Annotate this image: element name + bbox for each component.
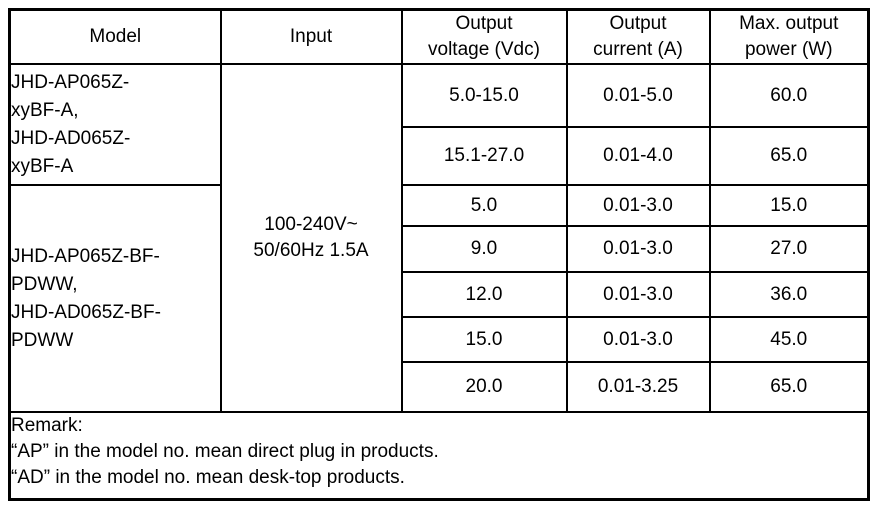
current-cell: 0.01-3.0 bbox=[565, 225, 711, 273]
header-output-current: Output current (A) bbox=[565, 8, 711, 65]
table-row: 12.0 0.01-3.0 36.0 bbox=[10, 271, 870, 318]
current-cell: 0.01-3.25 bbox=[565, 361, 711, 413]
current-cell: 0.01-3.0 bbox=[565, 316, 711, 363]
input-cell: 100-240V~ 50/60Hz 1.5A bbox=[219, 63, 403, 413]
header-output-voltage: Output voltage (Vdc) bbox=[400, 8, 568, 65]
voltage-cell: 15.1-27.0 bbox=[400, 126, 568, 186]
model-group-b-cell: JHD-AP065Z-BF- PDWW, JHD-AD065Z-BF- PDWW bbox=[8, 184, 222, 413]
header-max-output-power: Max. output power (W) bbox=[708, 8, 870, 65]
remark-row: Remark: “AP” in the model no. mean direc… bbox=[8, 411, 870, 500]
remark-cell: Remark: “AP” in the model no. mean direc… bbox=[8, 411, 870, 500]
header-input: Input bbox=[219, 8, 403, 65]
voltage-cell: 5.0-15.0 bbox=[400, 63, 568, 128]
power-cell: 15.0 bbox=[708, 184, 870, 227]
table-header-row: Model Input Output voltage (Vdc) Output … bbox=[8, 8, 870, 65]
header-model: Model bbox=[8, 8, 222, 65]
voltage-cell: 12.0 bbox=[400, 271, 568, 318]
power-cell: 45.0 bbox=[708, 316, 870, 363]
table-row: 15.1-27.0 0.01-4.0 65.0 bbox=[10, 126, 870, 186]
table-row: 20.0 0.01-3.25 65.0 bbox=[10, 361, 870, 413]
spec-table: Model Input Output voltage (Vdc) Output … bbox=[8, 8, 870, 501]
voltage-cell: 15.0 bbox=[400, 316, 568, 363]
model-group-a-cell: JHD-AP065Z- xyBF-A, JHD-AD065Z- xyBF-A bbox=[8, 63, 222, 186]
voltage-cell: 5.0 bbox=[400, 184, 568, 227]
power-cell: 60.0 bbox=[708, 63, 870, 128]
current-cell: 0.01-4.0 bbox=[565, 126, 711, 186]
power-cell: 65.0 bbox=[708, 126, 870, 186]
current-cell: 0.01-3.0 bbox=[565, 271, 711, 318]
table-row: JHD-AP065Z-BF- PDWW, JHD-AD065Z-BF- PDWW… bbox=[8, 184, 870, 413]
voltage-cell: 9.0 bbox=[400, 225, 568, 273]
current-cell: 0.01-3.0 bbox=[565, 184, 711, 227]
table-row: JHD-AP065Z- xyBF-A, JHD-AD065Z- xyBF-A 1… bbox=[8, 63, 870, 413]
table-row: 9.0 0.01-3.0 27.0 bbox=[10, 225, 870, 273]
table-row: 15.0 0.01-3.0 45.0 bbox=[10, 316, 870, 363]
power-cell: 27.0 bbox=[708, 225, 870, 273]
power-cell: 65.0 bbox=[708, 361, 870, 413]
current-cell: 0.01-5.0 bbox=[565, 63, 711, 128]
voltage-cell: 20.0 bbox=[400, 361, 568, 413]
power-cell: 36.0 bbox=[708, 271, 870, 318]
